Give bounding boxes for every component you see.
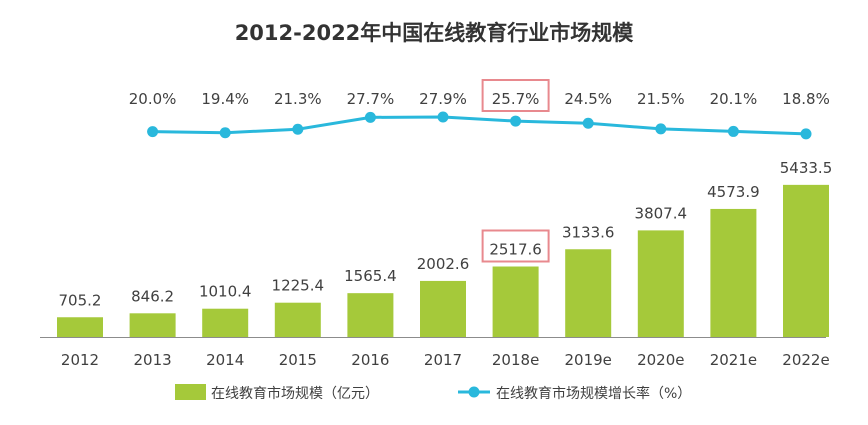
growth-label-2015: 21.3%	[274, 90, 322, 108]
bar-label-2019e: 3133.6	[562, 223, 615, 241]
bar-label-2017: 2002.6	[417, 255, 470, 273]
highlight-box-bar	[481, 229, 550, 263]
growth-label-2022e: 18.8%	[782, 90, 830, 108]
x-tick-2013: 2013	[134, 351, 172, 369]
growth-label-2014: 19.4%	[201, 90, 249, 108]
growth-point-2015	[292, 123, 304, 135]
bar-2019e	[565, 249, 612, 337]
x-tick-2017: 2017	[424, 351, 462, 369]
bar-2015	[274, 302, 321, 337]
growth-label-2013: 20.0%	[129, 90, 177, 108]
growth-point-2018e	[510, 115, 522, 127]
legend-line-marker	[468, 386, 480, 398]
growth-label-2017: 27.9%	[419, 90, 467, 108]
growth-point-2020e	[655, 123, 667, 135]
x-tick-2021e: 2021e	[710, 351, 757, 369]
legend-bar-swatch	[175, 384, 206, 400]
bar-2013	[129, 313, 176, 337]
growth-label-2018e: 25.7%	[492, 90, 540, 108]
growth-point-2017	[437, 111, 449, 123]
legend-bar-label: 在线教育市场规模（亿元）	[211, 385, 379, 402]
x-tick-2014: 2014	[206, 351, 244, 369]
growth-point-2019e	[582, 117, 594, 129]
bar-label-2020e: 3807.4	[635, 204, 688, 222]
x-tick-2020e: 2020e	[637, 351, 684, 369]
bar-2021e	[710, 208, 757, 337]
growth-point-2014	[219, 127, 231, 139]
bar-label-2021e: 4573.9	[707, 183, 760, 201]
bar-2012	[57, 317, 103, 337]
growth-label-2021e: 20.1%	[710, 90, 758, 108]
growth-point-2016	[364, 111, 376, 123]
bar-label-2014: 1010.4	[199, 283, 252, 301]
x-tick-2015: 2015	[279, 351, 317, 369]
growth-label-2019e: 24.5%	[564, 90, 612, 108]
x-tick-2019e: 2019e	[564, 351, 611, 369]
growth-point-2022e	[800, 128, 812, 140]
highlight-box-growth	[481, 79, 550, 112]
x-tick-2022e: 2022e	[782, 351, 829, 369]
bar-label-2015: 1225.4	[272, 277, 325, 295]
legend-line-label: 在线教育市场规模增长率（%）	[496, 385, 691, 402]
bar-label-2022e: 5433.5	[780, 159, 833, 177]
chart-title: 2012-2022年中国在线教育行业市场规模	[234, 21, 634, 45]
x-tick-2016: 2016	[351, 351, 389, 369]
bar-2014	[202, 308, 249, 337]
growth-point-2013	[147, 126, 159, 138]
bar-label-2012: 705.2	[59, 291, 102, 309]
bar-label-2013: 846.2	[131, 287, 174, 305]
x-tick-2018e: 2018e	[492, 351, 539, 369]
bar-label-2018e: 2517.6	[489, 241, 542, 259]
bar-2020e	[637, 230, 684, 337]
growth-label-2016: 27.7%	[347, 90, 395, 108]
bar-2016	[347, 293, 394, 337]
growth-rate-line	[152, 115, 807, 136]
bar-2018e	[492, 266, 539, 337]
bar-label-2016: 1565.4	[344, 267, 397, 285]
bar-2022e	[783, 184, 829, 337]
x-tick-2012: 2012	[61, 351, 99, 369]
growth-point-2021e	[727, 125, 739, 137]
bar-2017	[420, 280, 466, 337]
growth-label-2020e: 21.5%	[637, 90, 685, 108]
